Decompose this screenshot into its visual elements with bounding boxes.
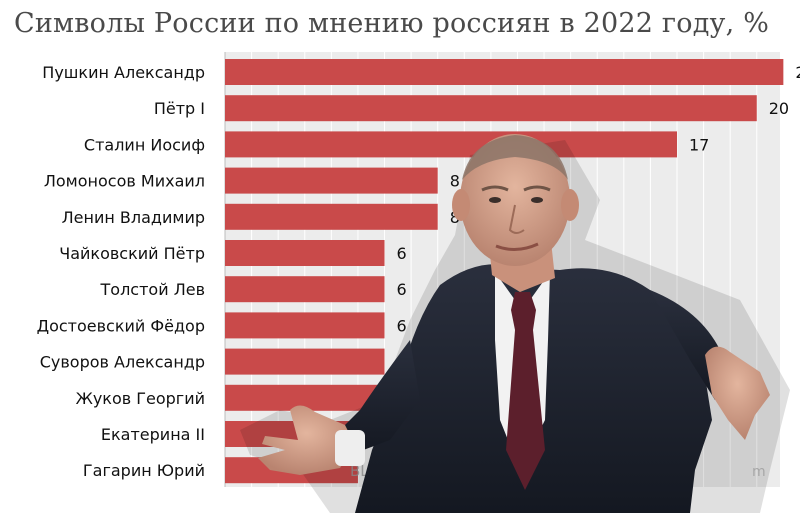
category-label: Ломоносов Михаил [44, 172, 205, 191]
data-label: 6 [397, 280, 407, 299]
category-label: Ленин Владимир [62, 208, 205, 227]
bar [225, 203, 438, 230]
data-label: 6 [397, 316, 407, 335]
data-label: 6 [397, 244, 407, 263]
bar [225, 348, 385, 375]
bar [225, 167, 438, 194]
data-label: 21 [795, 63, 800, 82]
chart-title: Символы России по мнению россиян в 2022 … [14, 8, 770, 39]
photo-watermark: m [752, 464, 766, 480]
bar [225, 59, 784, 85]
head [460, 134, 570, 266]
bar [225, 276, 385, 303]
category-label: Пушкин Александр [42, 63, 205, 82]
bar [225, 131, 677, 158]
category-label: Сталин Иосиф [84, 135, 205, 154]
category-label: Жуков Георгий [76, 389, 205, 408]
category-label: Чайковский Пётр [59, 244, 205, 263]
bar [225, 240, 385, 266]
data-label: 17 [689, 135, 709, 154]
category-label: Достоевский Фёдор [37, 316, 205, 335]
bar [225, 312, 385, 339]
category-label: Пётр I [154, 99, 205, 118]
category-label: Екатерина II [101, 425, 205, 444]
category-label: Гагарин Юрий [83, 461, 205, 480]
data-label: 20 [769, 99, 789, 118]
tie [506, 292, 545, 490]
bar [225, 95, 757, 122]
category-label: Толстой Лев [100, 280, 205, 299]
data-label: 8 [450, 208, 460, 227]
left-hand [258, 405, 355, 475]
right-hand [705, 346, 770, 440]
data-label: 8 [450, 172, 460, 191]
category-label: Суворов Александр [40, 353, 205, 372]
